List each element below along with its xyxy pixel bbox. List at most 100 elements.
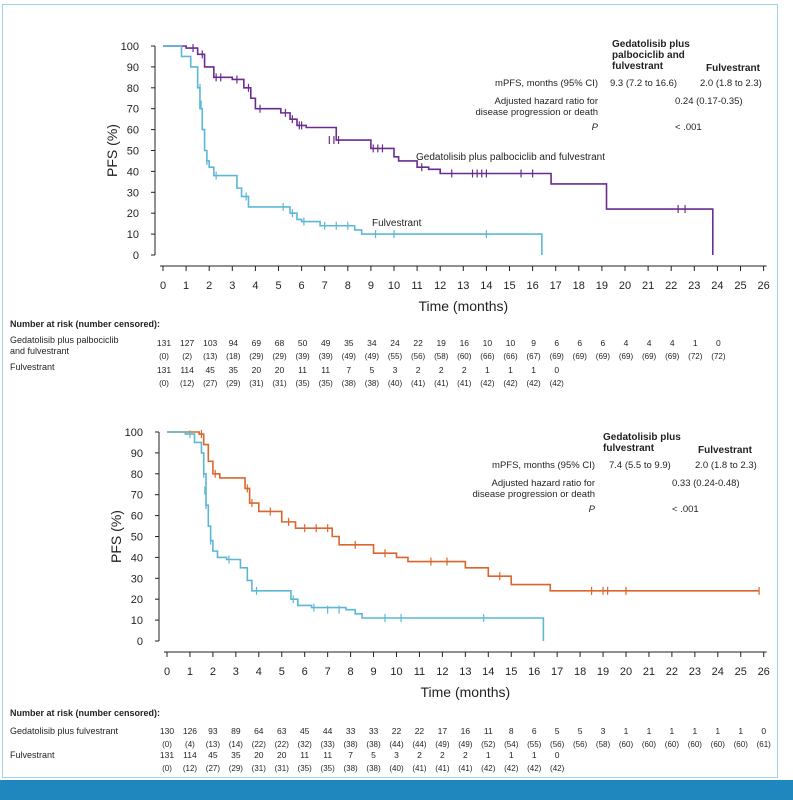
risk-censored: (69): [573, 352, 588, 361]
risk-count: 11: [323, 750, 332, 760]
x-tick-label: 11: [414, 666, 425, 678]
risk-censored: (2): [182, 352, 192, 361]
y-axis-label: PFS (%): [108, 510, 124, 563]
risk-censored: (69): [665, 352, 680, 361]
risk-count: 35: [229, 365, 239, 375]
risk-censored: (58): [434, 352, 449, 361]
x-tick-label: 1: [183, 280, 189, 292]
bottom-bar: [0, 780, 793, 800]
risk-count: 20: [252, 365, 262, 375]
risk-count: 2: [439, 365, 444, 375]
risk-count: 0: [716, 338, 721, 348]
y-axis-label: PFS (%): [104, 124, 120, 177]
x-tick-label: 24: [712, 666, 724, 678]
y-tick-label: 20: [127, 208, 139, 220]
risk-count: 9: [531, 338, 536, 348]
y-tick-label: 50: [127, 146, 139, 158]
risk-count: 34: [367, 338, 377, 348]
x-tick-label: 12: [434, 280, 446, 292]
risk-censored: (0): [162, 740, 172, 749]
risk-count: 4: [624, 338, 629, 348]
x-tick-label: 3: [229, 280, 235, 292]
risk-censored: (13): [203, 352, 218, 361]
km-curve-treatment: [163, 45, 714, 255]
risk-censored: (60): [642, 740, 657, 749]
x-tick-label: 23: [689, 666, 701, 678]
x-tick-label: 9: [370, 666, 376, 678]
risk-censored: (69): [642, 352, 657, 361]
risk-censored: (12): [183, 764, 198, 773]
risk-censored: (38): [366, 740, 381, 749]
table-row-label: P: [589, 504, 596, 515]
risk-censored: (18): [226, 352, 241, 361]
risk-censored: (42): [481, 764, 496, 773]
x-tick-label: 5: [275, 280, 281, 292]
x-tick-label: 17: [551, 666, 563, 678]
x-tick-label: 19: [596, 280, 608, 292]
risk-count: 6: [532, 726, 537, 736]
risk-count: 1: [532, 750, 537, 760]
risk-count: 22: [415, 726, 425, 736]
risk-count: 130: [160, 726, 174, 736]
table-value: < .001: [675, 122, 702, 133]
x-tick-label: 7: [322, 280, 328, 292]
risk-count: 0: [555, 750, 560, 760]
y-tick-label: 20: [131, 594, 143, 606]
risk-censored: (55): [527, 740, 542, 749]
risk-count: 11: [300, 750, 309, 760]
x-tick-label: 2: [210, 666, 216, 678]
risk-censored: (38): [342, 379, 357, 388]
figure-frame: [2, 4, 778, 778]
x-tick-label: 2: [206, 280, 212, 292]
table-header-arm: Gedatolisib plus palbociclib and fulvestra…: [612, 39, 690, 72]
risk-count: 3: [601, 726, 606, 736]
risk-count: 4: [647, 338, 652, 348]
risk-censored: (42): [526, 379, 541, 388]
risk-count: 1: [486, 750, 491, 760]
y-tick-label: 90: [127, 62, 139, 74]
risk-censored: (41): [412, 764, 427, 773]
risk-count: 20: [254, 750, 264, 760]
risk-count: 4: [670, 338, 675, 348]
risk-censored: (42): [550, 379, 565, 388]
risk-count: 93: [208, 726, 218, 736]
risk-censored: (56): [550, 740, 565, 749]
risk-count: 6: [601, 338, 606, 348]
y-tick-label: 70: [127, 104, 139, 116]
risk-censored: (39): [295, 352, 310, 361]
risk-count: 1: [692, 726, 697, 736]
x-tick-label: 5: [279, 666, 285, 678]
risk-censored: (0): [159, 379, 169, 388]
risk-censored: (60): [688, 740, 703, 749]
table-row-label: Adjusted hazard ratio for disease progres…: [472, 478, 595, 500]
risk-count: 126: [183, 726, 197, 736]
risk-censored: (42): [503, 379, 518, 388]
y-tick-label: 100: [125, 427, 143, 439]
risk-censored: (4): [185, 740, 195, 749]
y-tick-label: 30: [131, 573, 143, 585]
risk-censored: (42): [527, 764, 542, 773]
risk-count: 3: [394, 750, 399, 760]
y-tick-label: 10: [127, 229, 139, 241]
risk-table-title: Number at risk (number censored):: [10, 319, 160, 329]
risk-count: 114: [180, 365, 194, 375]
x-tick-label: 4: [252, 280, 258, 292]
risk-count: 10: [483, 338, 493, 348]
risk-censored: (29): [226, 379, 241, 388]
risk-count: 7: [346, 365, 351, 375]
risk-count: 7: [348, 750, 353, 760]
risk-count: 11: [298, 365, 307, 375]
risk-count: 1: [670, 726, 675, 736]
risk-row-label: Gedatolisib plus palbociclib and fulvestr…: [10, 335, 119, 356]
risk-count: 1: [624, 726, 629, 736]
x-tick-label: 6: [299, 280, 305, 292]
risk-censored: (22): [252, 740, 267, 749]
risk-censored: (31): [252, 764, 267, 773]
x-tick-label: 7: [325, 666, 331, 678]
risk-censored: (22): [275, 740, 290, 749]
risk-count: 44: [323, 726, 333, 736]
x-tick-label: 21: [643, 666, 655, 678]
risk-count: 1: [508, 365, 513, 375]
risk-censored: (44): [412, 740, 427, 749]
